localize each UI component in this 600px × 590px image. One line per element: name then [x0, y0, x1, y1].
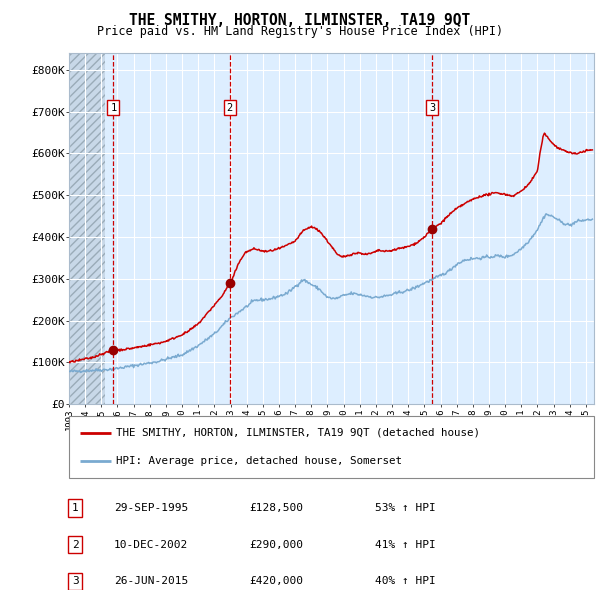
Text: 1: 1: [72, 503, 79, 513]
Text: HPI: Average price, detached house, Somerset: HPI: Average price, detached house, Some…: [116, 456, 402, 466]
Text: 2: 2: [72, 540, 79, 549]
Text: £290,000: £290,000: [249, 540, 303, 549]
Text: 2: 2: [226, 103, 233, 113]
Text: 40% ↑ HPI: 40% ↑ HPI: [375, 576, 436, 586]
FancyBboxPatch shape: [69, 416, 594, 478]
Text: 1: 1: [110, 103, 116, 113]
Text: 3: 3: [429, 103, 436, 113]
Text: 10-DEC-2002: 10-DEC-2002: [114, 540, 188, 549]
Text: Price paid vs. HM Land Registry's House Price Index (HPI): Price paid vs. HM Land Registry's House …: [97, 25, 503, 38]
Text: £128,500: £128,500: [249, 503, 303, 513]
Text: 41% ↑ HPI: 41% ↑ HPI: [375, 540, 436, 549]
Text: 53% ↑ HPI: 53% ↑ HPI: [375, 503, 436, 513]
Text: 26-JUN-2015: 26-JUN-2015: [114, 576, 188, 586]
Bar: [69, 53, 106, 404]
Text: 3: 3: [72, 576, 79, 586]
Text: THE SMITHY, HORTON, ILMINSTER, TA19 9QT: THE SMITHY, HORTON, ILMINSTER, TA19 9QT: [130, 13, 470, 28]
Text: £420,000: £420,000: [249, 576, 303, 586]
Text: 29-SEP-1995: 29-SEP-1995: [114, 503, 188, 513]
Text: THE SMITHY, HORTON, ILMINSTER, TA19 9QT (detached house): THE SMITHY, HORTON, ILMINSTER, TA19 9QT …: [116, 428, 480, 438]
